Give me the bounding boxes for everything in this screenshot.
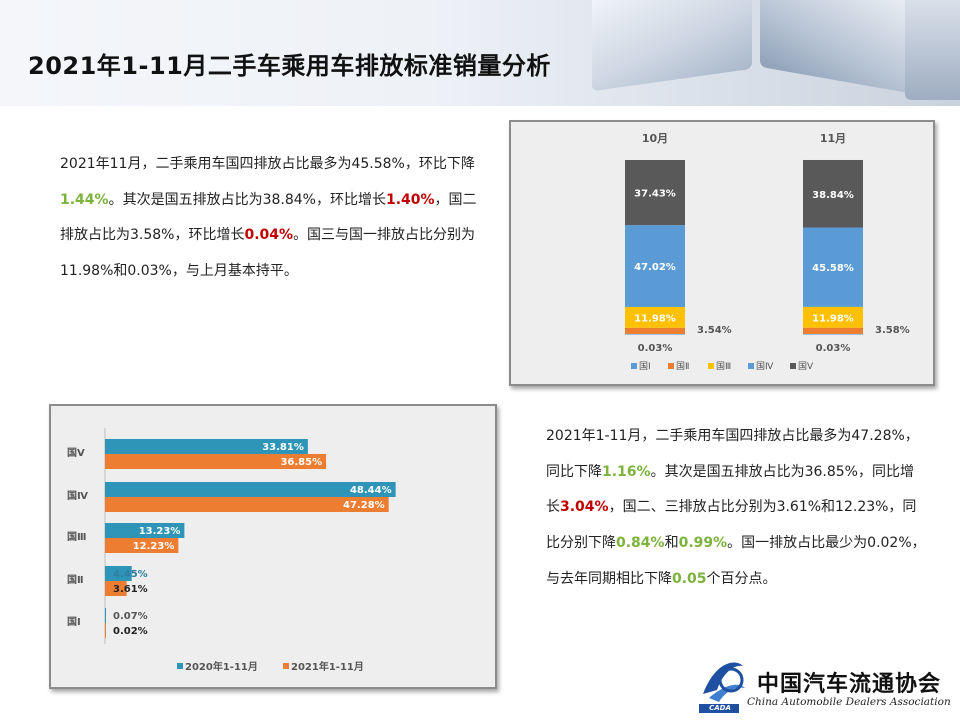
stacked-bar-segment [803, 306, 863, 328]
logo-chinese-name: 中国汽车流通协会 [757, 671, 942, 697]
ytd-analysis-text: 2021年1-11月，二手乘用车国四排放占比最多为47.28%，同比下降1.16… [546, 419, 926, 598]
data-label: 47.28% [343, 500, 385, 511]
category-label: 11月 [820, 132, 846, 145]
monthly-stacked-bar-chart: 10月 0.03% 3.54% 11.98% 47.02% 37.43% 11月 0.03% 3… [625, 132, 910, 372]
stacked-bar-segment [803, 227, 863, 307]
cada-logo-graphic [699, 662, 745, 713]
stacked-bar-segment [625, 333, 685, 335]
ytd-horizontal-bar-chart: 国Ⅴ 33.81% 36.85% 国Ⅳ 48.44% 47.28% 国Ⅲ 13.23% 12.2… [67, 428, 396, 673]
category-label: 国Ⅲ [67, 531, 86, 543]
legend-swatch [748, 363, 754, 369]
legend-label: 国Ⅴ [798, 361, 814, 372]
stacked-bar-segment [625, 160, 685, 226]
data-label: 3.54% [697, 325, 732, 336]
text-run: 和 [664, 535, 679, 552]
category-label: 国Ⅰ [67, 616, 81, 628]
stacked-bar-segment [625, 306, 685, 328]
legend-label: 国Ⅳ [756, 361, 774, 372]
legend-label: 2020年1-11月 [185, 660, 258, 673]
bar [105, 497, 389, 512]
legend-label: 2021年1-11月 [291, 660, 364, 673]
page-title: 2021年1-11月二手车乘用车排放标准销量分析 [28, 52, 551, 80]
data-label: 0.07% [113, 611, 148, 622]
data-label: 0.03% [816, 343, 851, 354]
highlight-value: 0.04% [244, 227, 294, 244]
legend-label: 国Ⅰ [639, 361, 651, 372]
highlight-value: 1.44% [60, 191, 109, 208]
header-banner [0, 0, 960, 106]
stacked-bar-segment [625, 327, 685, 334]
decorative-cube [592, 0, 752, 92]
highlight-value: 1.40% [385, 191, 435, 208]
category-label: 国Ⅱ [67, 574, 84, 586]
ytd-bar-chart-panel: 国Ⅴ 33.81% 36.85% 国Ⅳ 48.44% 47.28% 国Ⅲ 13.23% 12.2… [49, 404, 497, 689]
category-label: 10月 [642, 132, 668, 145]
data-label: 13.23% [139, 526, 181, 537]
bar [105, 538, 179, 553]
data-label: 0.03% [638, 343, 673, 354]
legend-label: 国Ⅲ [716, 361, 731, 372]
data-label: 37.43% [634, 189, 676, 200]
highlight-value: 0.99% [678, 535, 728, 552]
data-label: 3.61% [113, 584, 148, 595]
logo-english-name: China Automobile Dealers Association [747, 696, 951, 708]
cada-logo: CADA 中国汽车流通协会 China Automobile Dealers A… [695, 654, 957, 716]
bar [105, 482, 396, 497]
text-run: 。其次是国五排放占比为38.84%，环比增长 [108, 191, 386, 208]
bar [105, 581, 127, 596]
bar [105, 523, 185, 538]
highlight-value: 3.04% [560, 499, 609, 516]
text-run: 。其次是国五排放占比为36.85%，同比增长 [546, 463, 914, 516]
bar [105, 454, 327, 469]
text-run: 个百分点。 [706, 570, 777, 587]
data-label: 48.44% [350, 485, 392, 496]
stacked-bar-segment [803, 327, 863, 334]
monthly-analysis-text: 2021年11月，二手乘用车国四排放占比最多为45.58%，环比下降1.44%。… [60, 147, 480, 290]
monthly-stacked-chart-panel: 10月 0.03% 3.54% 11.98% 47.02% 37.43% 11月 0.03% 3… [509, 120, 935, 386]
text-run: ，国二排放占比为3.58%，环比增长 [60, 191, 477, 244]
decorative-cube [760, 0, 910, 94]
data-label: 45.58% [812, 263, 854, 274]
logo-abbreviation: CADA [709, 704, 731, 712]
data-label: 47.02% [634, 262, 676, 273]
highlight-value: 0.05 [672, 570, 707, 587]
text-run: 2021年1-11月，二手乘用车国四排放占比最多为47.28%，同比下降 [546, 428, 919, 480]
data-label: 11.98% [812, 313, 854, 324]
category-label: 国Ⅴ [67, 447, 85, 459]
data-label: 11.98% [634, 313, 676, 324]
data-label: 33.81% [262, 442, 304, 453]
legend-label: 国Ⅱ [676, 361, 689, 372]
bar [105, 566, 132, 581]
text-run: 2021年11月，二手乘用车国四排放占比最多为45.58%，环比下降 [60, 156, 475, 172]
data-label: 36.85% [280, 457, 322, 468]
bar [105, 608, 106, 623]
data-label: 38.84% [812, 190, 854, 201]
legend-swatch [790, 363, 796, 369]
data-label: 4.45% [113, 569, 148, 580]
legend-swatch [177, 663, 183, 669]
bar [105, 439, 308, 454]
text-run: 。国三与国一排放占比分别为11.98%和0.03%，与上月基本持平。 [60, 227, 476, 280]
data-label: 12.23% [133, 541, 175, 552]
stacked-bar-segment [625, 225, 685, 307]
legend-swatch [631, 363, 637, 369]
data-label: 0.02% [113, 626, 148, 637]
stacked-bar-segment [803, 333, 863, 335]
category-label: 国Ⅳ [67, 490, 88, 502]
text-run: 。国一排放占比最少为0.02%，与去年同期相比下降 [546, 535, 926, 587]
highlight-value: 1.16% [602, 463, 651, 480]
bar [105, 623, 106, 638]
legend-swatch [283, 663, 289, 669]
stacked-bar-segment [803, 159, 863, 228]
legend-swatch [668, 363, 674, 369]
highlight-value: 0.84% [616, 535, 665, 552]
text-run: ，国二、三排放占比分别为3.61%和12.23%，同比分别下降 [546, 499, 917, 552]
data-label: 3.58% [875, 325, 910, 336]
decorative-cube [905, 0, 960, 100]
legend-swatch [708, 363, 714, 369]
